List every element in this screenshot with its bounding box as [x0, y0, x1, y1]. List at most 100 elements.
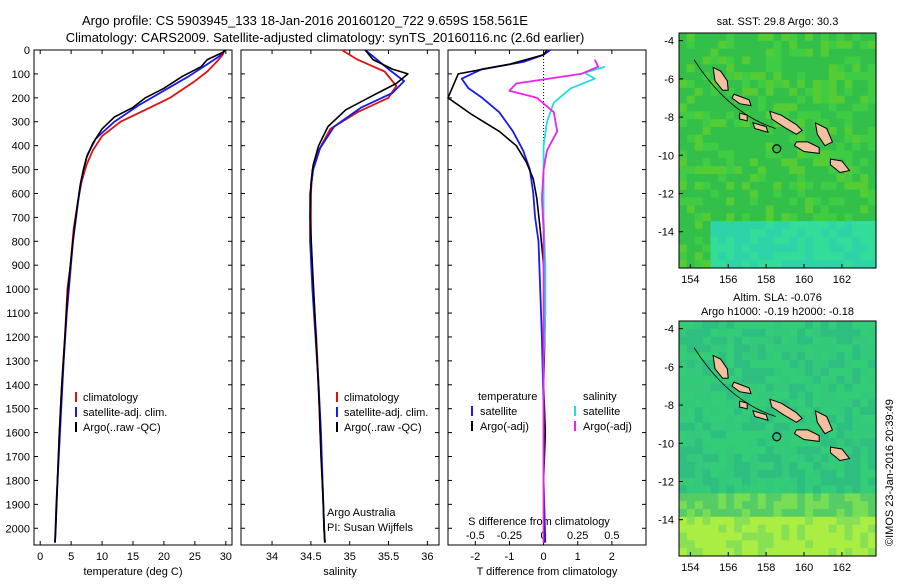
sst-map-cell: [820, 80, 830, 89]
sst-map-cell: [852, 87, 861, 97]
sst-map-cell: [797, 95, 806, 105]
sla-map-cell: [679, 344, 688, 353]
sla-map-cell: [686, 383, 696, 393]
temperature-panel: 0100200300400500600700800900100011001200…: [6, 45, 233, 578]
sla-map-cell: [828, 532, 838, 541]
sst-map-cell: [852, 72, 861, 81]
sst-map-island: [814, 121, 834, 147]
sla-map-cell: [734, 509, 743, 518]
sla-map-cell: [757, 321, 767, 330]
sla-map-cell: [702, 430, 712, 440]
sst-map-cell: [820, 228, 830, 238]
sst-map-cell: [781, 103, 790, 112]
sla-map-cell: [734, 321, 743, 330]
sst-map-cell: [702, 221, 712, 230]
sla-map-cell: [789, 352, 798, 361]
sla-map-cell: [718, 516, 727, 526]
sst-map-cell: [836, 111, 846, 120]
sst-map-cell: [710, 95, 719, 105]
sst-map-cell: [860, 87, 869, 97]
sst-map-cell: [844, 48, 853, 58]
sst-map-cell: [749, 80, 759, 89]
sst-map-cell: [694, 236, 704, 246]
sst-map-cell: [860, 56, 869, 65]
sst-map-cell: [805, 127, 814, 136]
sst-map-cell: [836, 40, 846, 50]
sla-map-cell: [868, 422, 877, 432]
sla-map-cell: [765, 399, 775, 408]
sla-map-cell: [679, 454, 688, 463]
sla-map-cell: [734, 407, 743, 416]
sst-map-cell: [805, 150, 814, 159]
sla-map-cell: [718, 344, 727, 353]
sst-map-cell: [860, 72, 869, 81]
sst-map-cell: [757, 221, 767, 230]
sst-map-cell: [734, 252, 743, 261]
sst-map-cell: [812, 228, 822, 238]
sst-map-cell: [765, 260, 775, 269]
sla-map-cell: [852, 454, 861, 463]
sst-map-cell: [694, 213, 704, 222]
sst-map-cell: [852, 111, 861, 120]
sst-map-cell: [789, 213, 798, 222]
sla-map-cell: [852, 532, 861, 541]
sla-map-cell: [828, 438, 838, 447]
sst-map-cell: [765, 221, 775, 230]
sla-map-cell: [828, 383, 838, 393]
sst-map-cell: [836, 252, 846, 261]
sla-map-cell: [686, 422, 696, 432]
sst-map-cell: [726, 80, 735, 89]
sla-map-cell: [860, 493, 869, 502]
sst-map-island: [739, 112, 748, 122]
sst-map-x-tick-label: 156: [719, 274, 737, 286]
sst-map-cell: [710, 80, 719, 89]
sla-map-cell: [742, 321, 751, 330]
depth-tick-label: 200: [12, 93, 30, 105]
sla-map-cell: [749, 344, 759, 353]
sla-map-cell: [718, 548, 727, 557]
diff-x-tick-label: 0: [541, 551, 547, 563]
sst-map-cell: [765, 205, 775, 214]
sla-map-cell: [773, 321, 783, 330]
sst-map-y-tick-label: -14: [658, 227, 674, 239]
sla-map-cell: [812, 485, 822, 494]
sst-map-cell: [781, 134, 790, 144]
sst-map-cell: [734, 236, 743, 246]
sla-map-cell: [773, 493, 783, 502]
sla-map-cell: [812, 321, 822, 330]
sla-map-cell: [679, 540, 688, 549]
sst-map-y-tick-label: -8: [664, 112, 674, 124]
sst-map-cell: [702, 181, 712, 191]
sst-map-cell: [679, 181, 688, 191]
sst-map-cell: [828, 87, 838, 97]
sst-map-y-tick-label: -6: [664, 74, 674, 86]
sla-map-cell: [820, 485, 830, 494]
sla-map-cell: [852, 446, 861, 455]
sst-map-cell: [781, 80, 790, 89]
sst-map-cell: [726, 260, 735, 269]
sla-map-cell: [765, 462, 775, 471]
sla-map-cell: [781, 368, 790, 377]
sla-map-cell: [812, 446, 822, 455]
sla-map-cell: [749, 352, 759, 361]
sla-map-cell: [868, 516, 877, 526]
sst-map-cell: [749, 48, 759, 58]
sla-map-cell: [860, 438, 869, 447]
sst-map-cell: [694, 72, 704, 81]
sla-map-title: Altim. SLA: -0.076: [733, 292, 822, 304]
temp-series-line: [54, 49, 226, 543]
sst-map-cell: [860, 80, 869, 89]
sla-map-cell: [734, 454, 743, 463]
sla-map-cell: [686, 477, 696, 487]
sla-argo-float-marker: [772, 432, 782, 442]
sst-map-cell: [734, 260, 743, 269]
sst-map-cell: [836, 213, 846, 222]
sst-map-cell: [749, 158, 759, 167]
sst-map-cell: [781, 127, 790, 136]
sla-map-cell: [868, 336, 877, 346]
sla-map-cell: [781, 352, 790, 361]
sla-map-cell: [860, 328, 869, 338]
sst-map-cell: [860, 48, 869, 58]
sla-map-cell: [844, 532, 853, 541]
sst-map-cell: [679, 64, 688, 73]
